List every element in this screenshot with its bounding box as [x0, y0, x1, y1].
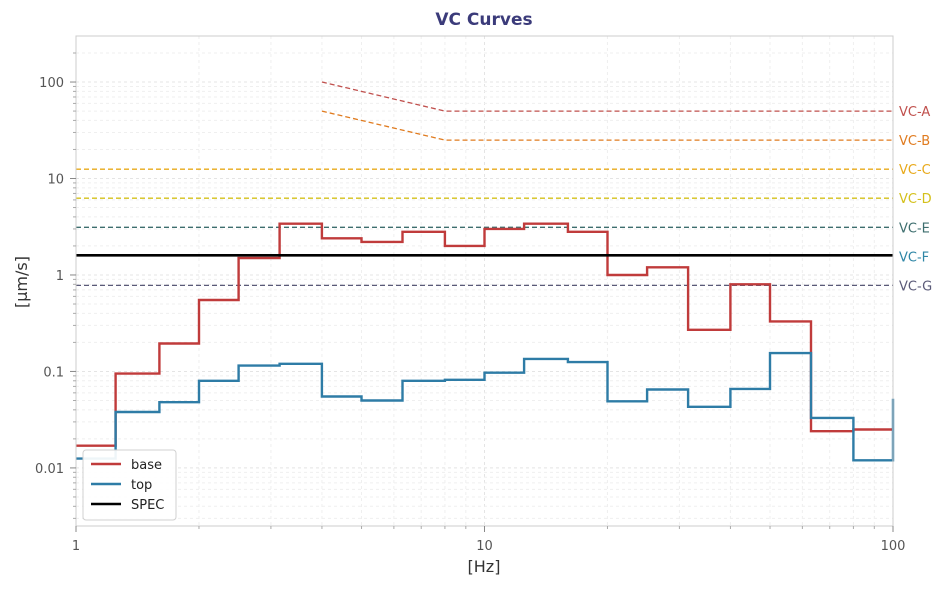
legend-entry: top [131, 478, 152, 493]
vc-labels: VC-A VC-B VC-C VC-D VC-E VC-F VC-G [899, 105, 932, 294]
vc-curve-label: VC-A [899, 105, 930, 120]
y-tick-label: 10 [47, 173, 64, 188]
vc-curve-label: VC-F [899, 250, 929, 265]
legend-box [82, 449, 177, 521]
chart-title: VC Curves [435, 10, 532, 30]
y-axis-label: [µm/s] [12, 256, 31, 308]
x-axis-label: [Hz] [468, 557, 501, 576]
x-tick-label: 10 [476, 539, 493, 554]
series-line-base [76, 222, 893, 447]
data-series [76, 222, 895, 462]
y-tick-label: 1 [56, 269, 64, 284]
y-tick-label: 0.1 [43, 365, 64, 380]
axes: 1 10 100 0.01 0.1 1 10 100 [35, 52, 906, 554]
vc-curve-line [321, 81, 893, 112]
vc-curve-label: VC-E [899, 221, 930, 236]
vc-curve-label: VC-G [899, 279, 932, 294]
x-tick-label: 100 [881, 539, 906, 554]
series-line-top [76, 351, 895, 462]
y-tick-label: 100 [39, 76, 64, 91]
legend-entry: base [131, 458, 162, 473]
vc-curve-label: VC-B [899, 134, 930, 149]
grid [76, 36, 893, 526]
y-tick-label: 0.01 [35, 462, 64, 477]
x-tick-label: 1 [72, 539, 80, 554]
vc-curve-label: VC-C [899, 163, 931, 178]
vc-curve-label: VC-D [899, 192, 932, 207]
legend: base top SPEC [82, 449, 177, 521]
legend-entry: SPEC [131, 498, 164, 513]
vc-curve-line [321, 110, 893, 141]
